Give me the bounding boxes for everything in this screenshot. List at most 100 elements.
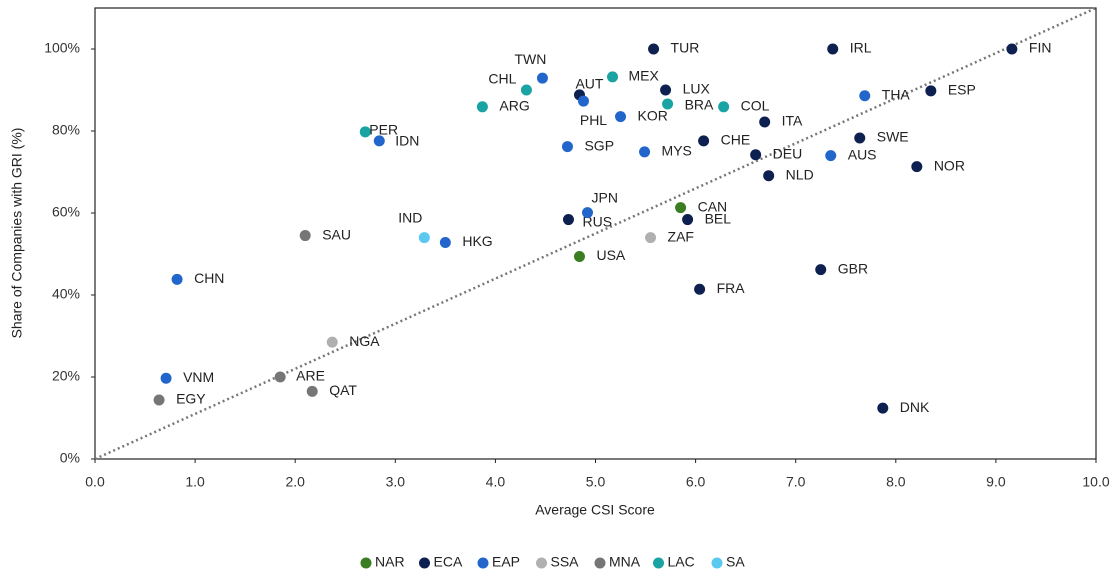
point-label: FRA — [717, 280, 746, 296]
legend-item: SA — [711, 554, 745, 570]
point — [825, 150, 837, 162]
point — [274, 371, 286, 383]
point-label: JPN — [591, 189, 617, 205]
point — [911, 161, 923, 173]
point — [306, 385, 318, 397]
point-label: IRL — [850, 40, 872, 56]
y-tick-label: 80% — [52, 122, 80, 138]
x-tick-label: 5.0 — [586, 474, 606, 490]
x-tick-label: 0.0 — [85, 474, 105, 490]
point-label: COL — [741, 98, 770, 114]
point — [418, 232, 430, 244]
point-label: DEU — [773, 145, 803, 161]
legend-item: NAR — [360, 554, 405, 570]
x-tick-label: 2.0 — [285, 474, 305, 490]
legend-item: MNA — [594, 554, 641, 570]
y-tick-label: 60% — [52, 204, 80, 220]
point — [160, 372, 172, 384]
point — [299, 230, 311, 242]
point-label: BRA — [685, 97, 714, 113]
point-label: VNM — [183, 369, 214, 385]
point-label: PER — [369, 122, 398, 138]
point-label: MEX — [629, 68, 660, 84]
point — [326, 336, 338, 348]
point — [520, 84, 532, 96]
point — [536, 72, 548, 84]
point-label: HKG — [462, 233, 492, 249]
point — [750, 149, 762, 161]
point-label: LUX — [683, 81, 711, 97]
point-label: CHN — [194, 270, 224, 286]
point-label: MYS — [662, 143, 692, 159]
legend-marker — [594, 557, 606, 569]
point — [763, 170, 775, 182]
legend-marker — [419, 557, 430, 569]
x-tick-label: 8.0 — [886, 474, 906, 490]
legend-marker — [711, 557, 723, 569]
legend-label: ECA — [434, 554, 463, 570]
point — [607, 71, 619, 83]
point-label: THA — [882, 86, 911, 102]
legend-label: EAP — [492, 554, 520, 570]
point — [1006, 43, 1018, 55]
point-label: KOR — [638, 107, 668, 123]
point — [662, 98, 674, 110]
point — [827, 43, 839, 55]
point-label: BEL — [705, 210, 732, 226]
point — [925, 85, 937, 97]
y-tick-label: 20% — [52, 368, 80, 384]
point-label: NOR — [934, 157, 965, 173]
point-label: NLD — [786, 166, 814, 182]
x-tick-label: 10.0 — [1082, 474, 1109, 490]
legend-marker — [360, 557, 372, 569]
legend-label: MNA — [609, 554, 641, 570]
point-label: ARE — [296, 368, 325, 384]
point — [171, 273, 183, 285]
point — [660, 84, 672, 96]
point — [476, 101, 488, 113]
point — [562, 214, 574, 226]
point-label: TUR — [671, 40, 700, 56]
point — [373, 135, 385, 147]
point-label: FIN — [1029, 40, 1052, 56]
x-tick-label: 4.0 — [486, 474, 506, 490]
y-tick-label: 40% — [52, 286, 80, 302]
point — [639, 146, 651, 158]
legend-label: LAC — [668, 554, 695, 570]
point — [859, 90, 871, 102]
point — [561, 141, 573, 153]
point-label: AUS — [848, 146, 877, 162]
point-label: CAN — [698, 198, 728, 214]
point — [759, 116, 771, 128]
x-tick-label: 6.0 — [686, 474, 706, 490]
point-label: QAT — [329, 382, 357, 398]
y-tick-label: 0% — [60, 450, 80, 466]
x-tick-label: 1.0 — [185, 474, 205, 490]
point-label: TWN — [515, 51, 547, 67]
legend-item: SSA — [536, 554, 579, 570]
x-tick-label: 3.0 — [386, 474, 406, 490]
point — [645, 232, 657, 244]
point — [682, 214, 694, 226]
point — [877, 402, 889, 414]
x-axis-title: Average CSI Score — [535, 502, 655, 518]
point-label: PHL — [580, 112, 607, 128]
point-label: GBR — [838, 260, 868, 276]
point — [439, 237, 451, 249]
point — [854, 132, 866, 144]
point-label: ZAF — [668, 228, 694, 244]
point-label: ESP — [948, 82, 976, 98]
point — [648, 43, 660, 55]
point-label: USA — [596, 247, 625, 263]
point — [359, 126, 371, 138]
legend-label: SA — [726, 554, 745, 570]
legend-label: NAR — [375, 554, 405, 570]
point-label: AUT — [575, 76, 603, 92]
point — [694, 283, 706, 295]
point — [573, 250, 585, 262]
point-label: CHL — [488, 71, 516, 87]
point — [815, 264, 827, 276]
point-label: IDN — [395, 133, 419, 149]
point — [698, 135, 710, 147]
